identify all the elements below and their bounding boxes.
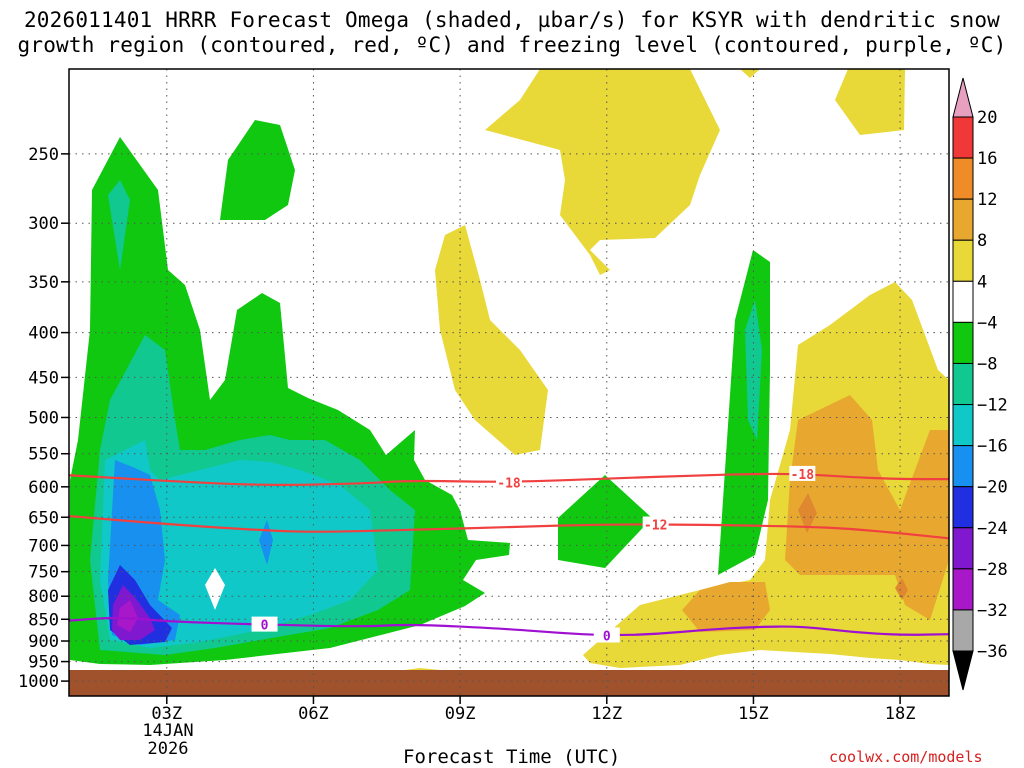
omega-region-yellow	[835, 69, 905, 135]
y-tick-label: 800	[28, 587, 59, 607]
omega-region-orange-dark	[798, 493, 817, 533]
y-tick-label: 600	[28, 478, 59, 498]
vertical-gridlines	[166, 69, 901, 696]
x-tick-label: 18Z	[885, 704, 916, 724]
omega-region-yellow	[435, 225, 548, 455]
colorbar-label: 8	[977, 231, 987, 251]
x-axis-label: Forecast Time (UTC)	[403, 746, 621, 768]
colorbar-label: 4	[977, 272, 987, 292]
plot-frame	[68, 68, 950, 697]
colorbar-label: −16	[977, 437, 1008, 457]
omega-region-orange	[682, 582, 770, 632]
y-tick-label: 950	[28, 653, 59, 673]
y-tick-label: 300	[28, 214, 59, 234]
y-axis: 2503003504004505005506006507007508008509…	[18, 145, 69, 692]
x-tick-label: 06Z	[298, 704, 329, 724]
colorbar-label: 20	[977, 108, 997, 128]
colorbar-bottom-arrow	[952, 650, 974, 691]
y-tick-label: 550	[28, 445, 59, 465]
terrain-strip	[69, 670, 949, 696]
colorbar-segment	[952, 198, 974, 241]
colorbar-segment	[952, 486, 974, 529]
contour-label-bg	[496, 474, 522, 490]
omega-region-magenta	[117, 600, 138, 632]
y-tick-label: 700	[28, 536, 59, 556]
contours: -18 -18 -12 0 0	[68, 465, 950, 644]
chart-title: 2026011401 HRRR Forecast Omega (shaded, …	[0, 8, 1024, 58]
colorbar-label: 16	[977, 149, 997, 169]
y-tick-label: 1000	[18, 672, 59, 692]
colorbar-segment	[952, 568, 974, 611]
y-tick-label: 450	[28, 368, 59, 388]
colorbar-segment	[952, 116, 974, 159]
colorbar-label: −24	[977, 519, 1008, 539]
colorbar-label: −8	[977, 354, 997, 374]
x-tick-label: 09Z	[445, 704, 476, 724]
contour-label-bg	[789, 465, 816, 481]
y-tick-label: 900	[28, 632, 59, 652]
colorbar-label: −12	[977, 396, 1008, 416]
omega-region-teal	[745, 300, 762, 440]
colorbar-label: −4	[977, 313, 997, 333]
contour-label: -12	[644, 518, 667, 533]
watermark: coolwx.com/models	[829, 748, 983, 766]
omega-region-green	[220, 120, 295, 220]
colorbar-label: −36	[977, 642, 1008, 662]
contour-label-bg	[642, 516, 669, 532]
y-tick-label: 350	[28, 273, 59, 293]
title-line-1: 2026011401 HRRR Forecast Omega (shaded, …	[23, 8, 1001, 32]
y-tick-label: 400	[28, 324, 59, 344]
y-tick-label: 500	[28, 408, 59, 428]
colorbar-segment	[952, 404, 974, 447]
x-date-line-2: 2026	[148, 739, 189, 759]
colorbar-label: −20	[977, 478, 1008, 498]
contour-label-bg	[593, 627, 620, 643]
omega-region-yellow	[740, 69, 760, 78]
omega-region-green	[558, 475, 652, 568]
omega-region-teal	[108, 180, 130, 270]
omega-region-white	[205, 568, 225, 610]
colorbar-segment	[952, 609, 974, 652]
colorbar-segment	[952, 157, 974, 200]
contour-label-bg	[251, 616, 278, 632]
colorbar-segment	[952, 445, 974, 488]
y-tick-label: 850	[28, 610, 59, 630]
colorbar: 20 16 12 8 4 −4 −8 −12 −16 −20 −24 −28 −32 −36	[952, 77, 1008, 691]
contour-line	[68, 472, 949, 486]
colorbar-label: −32	[977, 601, 1008, 621]
contour-line	[68, 616, 950, 637]
contour-label: 0	[261, 619, 269, 634]
colorbar-segment	[952, 239, 974, 282]
colorbar-segment	[952, 321, 974, 364]
contour-label: -18	[497, 476, 521, 491]
contour-label: -18	[791, 468, 815, 483]
colorbar-top-arrow	[952, 77, 974, 118]
x-tick-label: 12Z	[591, 704, 622, 724]
y-tick-label: 750	[28, 563, 59, 583]
colorbar-label: −28	[977, 560, 1008, 580]
colorbar-segment	[952, 527, 974, 570]
x-date-line-1: 14JAN	[142, 721, 193, 741]
x-tick-label: 03Z	[151, 704, 182, 724]
y-tick-label: 250	[28, 145, 59, 165]
omega-region-cyan	[100, 440, 378, 648]
colorbar-segment	[952, 362, 974, 406]
title-line-2: growth region (contoured, red, ºC) and f…	[17, 33, 1007, 57]
omega-region-orange-dark	[895, 578, 908, 600]
contour-line	[68, 514, 950, 540]
colorbar-label: 12	[977, 190, 997, 210]
y-tick-label: 650	[28, 508, 59, 528]
colorbar-segment	[952, 280, 974, 323]
x-axis: 03Z 06Z 09Z 12Z 15Z 18Z	[151, 696, 915, 724]
omega-region-orange	[785, 395, 949, 620]
x-tick-label: 15Z	[738, 704, 769, 724]
contour-label: 0	[603, 629, 611, 644]
